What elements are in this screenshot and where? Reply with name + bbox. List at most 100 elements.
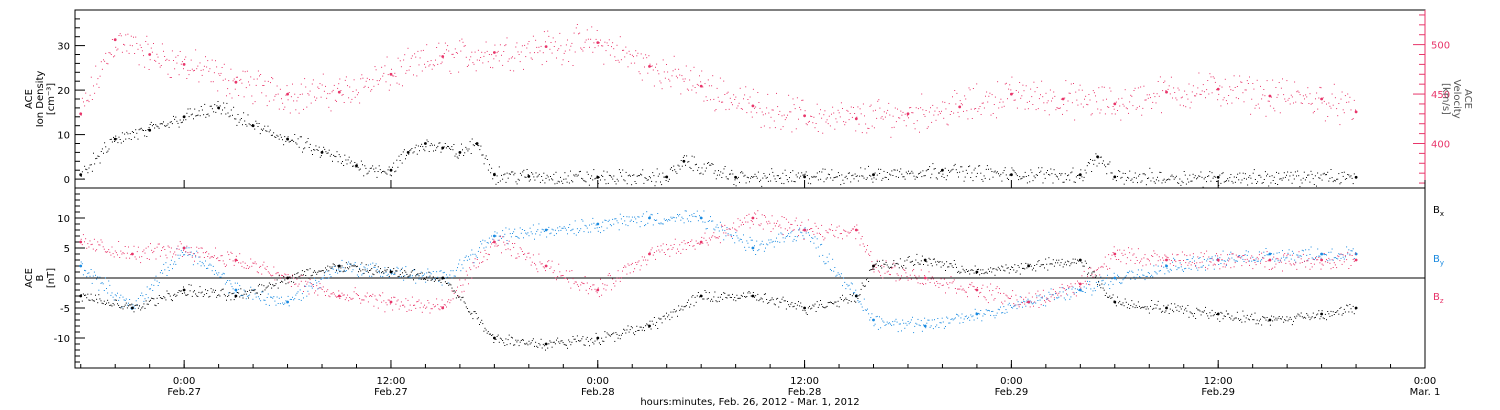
ion-density-point	[803, 175, 806, 179]
density-axis-label: ACEIon Density[cm⁻³]	[24, 71, 57, 128]
x-tick-date: Feb.29	[995, 387, 1029, 398]
velocity-point	[148, 53, 152, 56]
velocity-point	[854, 117, 858, 121]
velocity-series	[79, 24, 1358, 138]
legend-bz: Bz	[1433, 292, 1444, 305]
bz-point	[923, 276, 927, 280]
ion-density-point	[734, 175, 737, 179]
bz-point	[1320, 258, 1323, 262]
x-tick-date: Feb.29	[1201, 387, 1235, 398]
velocity-point	[958, 105, 962, 109]
by-point	[544, 228, 548, 232]
bz-point	[1216, 258, 1220, 262]
bz-point	[854, 228, 858, 232]
velocity-point	[337, 90, 341, 94]
by-point	[751, 246, 755, 250]
velocity-point	[596, 41, 600, 44]
bz-point	[493, 240, 496, 244]
bx-point	[1320, 312, 1323, 316]
bz-point	[337, 294, 341, 298]
x-tick-time: 0:00	[587, 376, 609, 387]
bx-point	[872, 264, 875, 268]
b-tick-label: 10	[57, 214, 70, 225]
bz-point	[699, 240, 703, 244]
ion-density-point	[527, 175, 531, 178]
by-series	[79, 210, 1358, 334]
by-point	[596, 222, 600, 226]
by-point	[234, 288, 238, 292]
bz-scatter-dots	[80, 210, 1356, 314]
by-point	[648, 216, 651, 220]
b-tick-label: 5	[64, 244, 70, 255]
velocity-point	[286, 92, 289, 96]
velocity-point	[544, 45, 548, 48]
x-tick-date: Feb.28	[581, 387, 615, 398]
b-tick-label: -5	[60, 304, 70, 315]
by-point	[923, 324, 927, 328]
velocity-axis-label: ACEVelocity[km/s]	[1440, 79, 1473, 118]
legend-by: By	[1433, 254, 1444, 267]
velocity-point	[1320, 97, 1323, 101]
bz-point	[1078, 282, 1082, 286]
by-point	[872, 318, 875, 322]
velocity-tick-label: 450	[1431, 90, 1450, 101]
x-tick-date: Mar. 1	[1410, 387, 1441, 398]
ion-density-point	[941, 168, 944, 172]
velocity-point	[1010, 92, 1013, 96]
velocity-point	[493, 51, 496, 54]
velocity-tick-label: 500	[1431, 41, 1450, 52]
velocity-point	[906, 112, 910, 116]
x-tick-time: 12:00	[377, 376, 406, 387]
velocity-point	[441, 55, 445, 58]
ion-density-point	[872, 173, 875, 177]
velocity-point	[699, 84, 703, 88]
velocity-point	[113, 38, 117, 42]
bz-point	[1165, 258, 1168, 262]
bz-series	[79, 210, 1358, 314]
bx-point	[79, 294, 83, 298]
b-tick-label: 0	[64, 274, 70, 285]
velocity-point	[648, 65, 651, 68]
velocity-point	[1113, 102, 1117, 106]
bx-point	[286, 276, 289, 280]
x-tick-date: Feb.27	[167, 387, 201, 398]
density-tick-label: 10	[57, 131, 70, 142]
ion-density-series	[79, 101, 1358, 188]
bx-point	[803, 306, 806, 310]
x-tick-date: Feb.28	[788, 387, 822, 398]
bz-point	[1354, 258, 1358, 262]
bx-point	[648, 324, 651, 328]
bx-scatter-dots	[80, 253, 1356, 351]
ion-density-point	[113, 137, 117, 141]
bz-point	[234, 258, 238, 262]
density-tick-label: 0	[64, 175, 70, 186]
velocity-point	[389, 72, 393, 76]
velocity-tick-label: 400	[1431, 140, 1450, 151]
magnetic-field-panel: -10 -5 0 5 10 ACEB[nT] Bx By Bz	[24, 187, 1444, 369]
x-tick-time: 12:00	[790, 376, 819, 387]
x-tick-time: 0:00	[1414, 376, 1436, 387]
b-axis-label: ACEB[nT]	[24, 268, 57, 288]
legend-bx: Bx	[1433, 205, 1444, 218]
x-axis: 0:00Feb.2712:00Feb.270:00Feb.2812:00Feb.…	[75, 180, 1440, 398]
ion-density-point	[389, 168, 393, 172]
by-point	[79, 264, 83, 268]
ion-density-velocity-panel: 0 10 20 30 400 450 500 ACEIon Density[cm⁻³] ACEV…	[24, 9, 1473, 189]
bz-point	[389, 300, 393, 304]
velocity-point	[234, 80, 238, 84]
bz-point	[1113, 252, 1117, 256]
bz-point	[596, 288, 600, 292]
ion-density-point	[596, 175, 600, 179]
velocity-point	[1061, 97, 1065, 101]
velocity-point	[79, 112, 83, 116]
density-tick-label: 20	[57, 86, 70, 97]
ion-density-scatter-dots	[80, 101, 1356, 188]
density-tick-label: 30	[57, 42, 70, 53]
ion-density-point	[682, 159, 686, 163]
velocity-point	[751, 104, 755, 108]
velocity-point	[1216, 87, 1220, 91]
ion-density-point	[1216, 175, 1220, 179]
x-tick-date: Feb.27	[374, 387, 408, 398]
ion-density-point	[406, 151, 410, 154]
